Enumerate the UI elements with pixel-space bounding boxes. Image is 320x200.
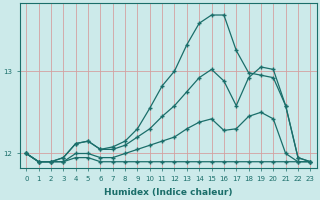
X-axis label: Humidex (Indice chaleur): Humidex (Indice chaleur) — [104, 188, 233, 197]
